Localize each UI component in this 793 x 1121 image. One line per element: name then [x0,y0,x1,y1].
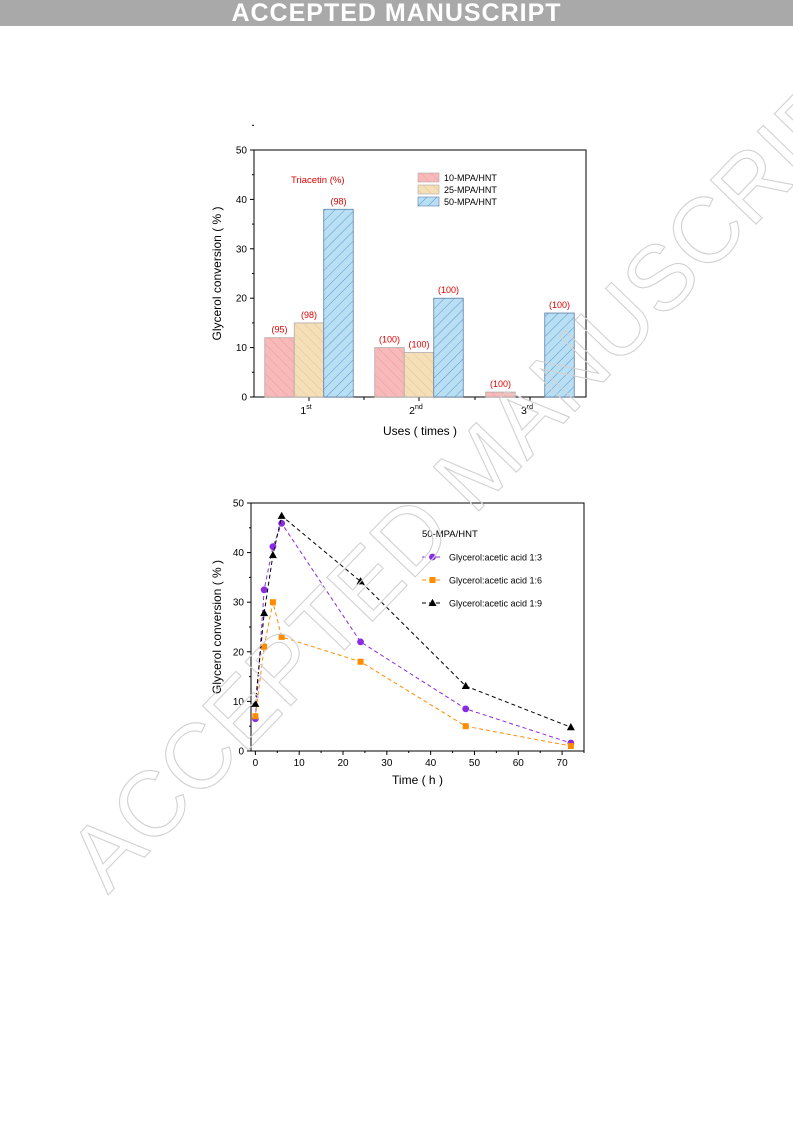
data-point [357,638,364,646]
data-point [357,658,364,665]
bar-data-label: (100) [490,379,511,389]
legend-marker [429,577,436,583]
legend-marker [429,553,436,561]
data-point [269,599,276,606]
data-point [268,550,277,559]
data-point [269,543,277,551]
annotation-triacetin: Triacetin (%) [291,175,345,186]
data-point [566,722,575,731]
x-axis-label: Time ( h ) [392,773,443,787]
x-tick-label: 70 [557,758,569,769]
data-point [278,519,286,527]
bar-10-MPA/HNT [374,347,405,398]
x-tick-label: 30 [381,758,393,769]
legend-label: 10-MPA/HNT [444,173,497,183]
x-tick-label: 50 [469,758,481,769]
x-tick-label-sup: rd [527,404,533,411]
bar-data-label: (95) [271,325,287,335]
bar-chart-reuse: 0 10 20 30 40 50 1st 2nd 3rd (95) (100) (100) (98) (1… [210,124,587,438]
x-tick-label-base: 3 [521,405,527,417]
x-tick-label: 60 [513,758,525,769]
bar-data-label: (98) [301,310,317,320]
y-tick-label: 30 [233,598,245,609]
legend-label: Glycerol:acetic acid 1:9 [449,599,542,609]
banner-text: ACCEPTED MANUSCRIPT [231,0,562,27]
x-tick-label: 20 [337,758,349,769]
data-point [251,699,260,707]
data-point [567,743,574,750]
data-point [260,586,268,594]
data-point [260,608,269,617]
y-tick-label: 0 [238,747,244,758]
legend-swatch [417,196,440,207]
y-tick-label: 0 [241,393,247,404]
y-axis-label: Glycerol conversion ( % ) [210,560,224,694]
y-tick-label: 20 [236,294,248,305]
y-tick-label: 10 [236,343,248,354]
bar-data-label: (100) [438,285,459,295]
legend-title: 50-MPA/HNT [422,529,478,540]
legend-marker [428,598,437,606]
data-point [278,633,285,640]
x-tick-label: 1st [300,404,311,417]
bar-10-MPA/HNT [264,337,295,398]
x-tick-label: 10 [294,758,306,769]
bar-data-label: (100) [408,340,429,350]
y-tick-label: 30 [236,244,248,255]
bar-data-label: (98) [330,196,346,206]
x-tick-label-base: 2 [409,405,415,417]
y-axis-label: Glycerol conversion ( % ) [210,206,224,340]
x-tick-label-base: 1 [300,405,306,417]
line-chart-time: 0 10 20 30 40 50 0 10 20 30 40 50 60 70 50-MPA/HNT Glyc… [210,499,585,787]
data-point [252,713,259,720]
legend-label: 50-MPA/HNT [444,197,497,207]
x-axis-label: Uses ( times ) [383,424,457,438]
y-tick-label: 20 [233,647,245,658]
legend-label: Glycerol:acetic acid 1:6 [449,576,542,586]
data-point [462,723,469,730]
y-tick-label: 40 [233,548,245,559]
bar-50-MPA/HNT [433,297,464,398]
manuscript-banner: ACCEPTED MANUSCRIPT [0,0,793,27]
y-tick-label: 40 [236,195,248,206]
bar-25-MPA/HNT [403,352,435,398]
y-tick-label: 10 [233,697,245,708]
data-point [356,577,365,585]
legend-label: Glycerol:acetic acid 1:3 [449,553,542,563]
bar-50-MPA/HNT [323,208,354,398]
legend-swatch [417,184,440,195]
data-point [277,511,286,519]
x-tick-label-sup: st [306,404,312,411]
data-point [261,643,268,650]
y-tick-label: 50 [236,146,248,157]
data-point [461,681,470,690]
bar-data-label: (100) [549,300,570,310]
x-tick-label: 40 [425,758,437,769]
bar-data-label: (100) [379,335,400,345]
x-tick-label: 3rd [521,404,533,417]
legend-swatch [417,172,440,183]
data-point [462,705,470,713]
x-tick-label-sup: nd [415,404,423,411]
bar-50-MPA/HNT [544,312,575,398]
y-tick-label: 50 [233,499,245,510]
x-tick-label: 0 [253,758,259,769]
legend-label: 25-MPA/HNT [444,185,497,195]
bar-10-MPA/HNT [485,391,516,398]
bar-25-MPA/HNT [293,322,325,398]
x-tick-label: 2nd [409,404,423,417]
